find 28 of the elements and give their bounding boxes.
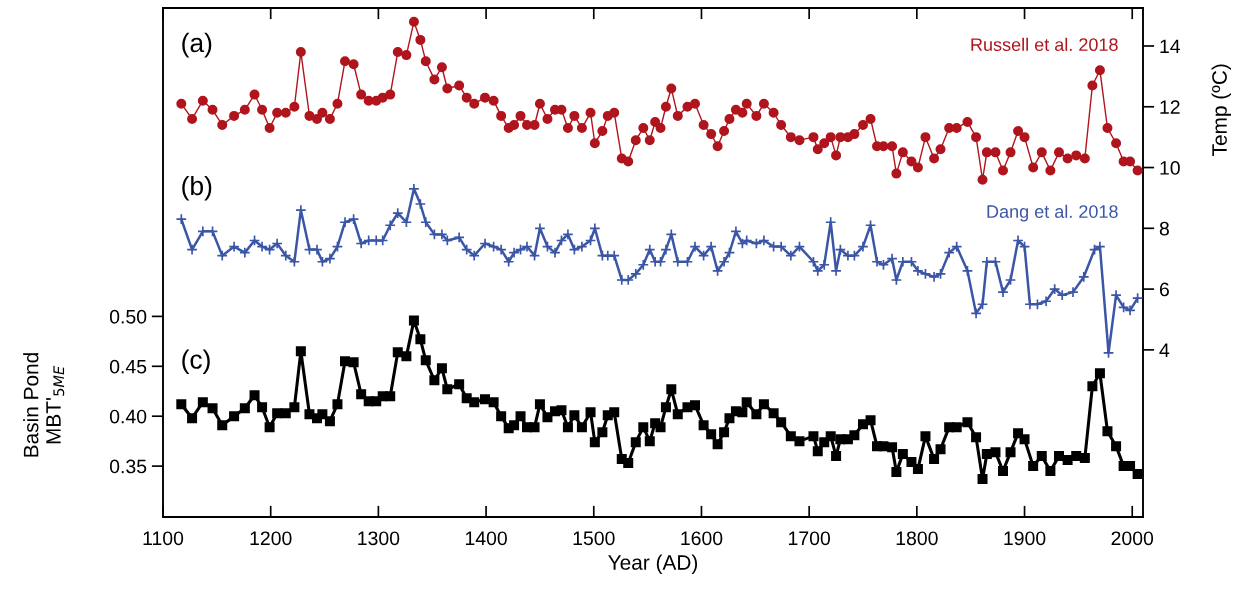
y-tick-label: 0.45: [109, 359, 147, 374]
x-axis-title: Year (AD): [608, 554, 698, 574]
y2-tick-label: 4: [1159, 343, 1170, 357]
x-tick-label: 1400: [465, 531, 507, 546]
x-tick-label: 1700: [789, 531, 831, 546]
y-tick-label: 0.50: [109, 309, 147, 324]
x-tick-label: 1300: [358, 531, 400, 546]
x-tick-label: 1800: [896, 531, 938, 546]
annotation: (c): [182, 349, 210, 375]
annotation: (a): [182, 32, 212, 58]
annotation: (b): [182, 175, 212, 201]
y2-tick-label: 12: [1160, 100, 1180, 114]
y2-tick-label: 14: [1160, 39, 1181, 54]
y-tick-label: 0.40: [109, 409, 147, 424]
series-label: Dang et al. 2018: [987, 204, 1118, 222]
y2-axis-title: Temp (ºC): [1211, 64, 1232, 156]
x-tick-label: 1500: [573, 531, 615, 546]
y2-tick-label: 8: [1159, 221, 1169, 236]
x-tick-label: 1200: [250, 531, 292, 546]
x-tick-label: 1600: [681, 531, 723, 546]
series-label: Russell et al. 2018: [971, 37, 1118, 52]
x-tick-label: 1900: [1004, 531, 1046, 546]
y2-tick-label: 6: [1159, 282, 1169, 297]
y2-tick-label: 10: [1160, 161, 1180, 175]
x-tick-label: 1100: [143, 531, 184, 546]
x-tick-label: 2000: [1111, 531, 1154, 546]
y-tick-label: 0.35: [109, 459, 147, 474]
y-axis-title: Basin Pond MBT'$_{5ME}$: [23, 353, 65, 457]
